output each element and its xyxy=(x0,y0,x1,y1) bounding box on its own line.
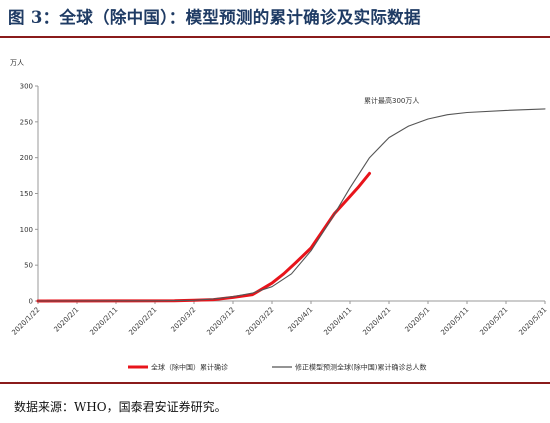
x-tick-label: 2020/3/22 xyxy=(244,306,275,337)
y-tick-label: 150 xyxy=(20,190,33,198)
x-tick-label: 2020/1/22 xyxy=(10,306,41,337)
x-tick-label: 2020/5/21 xyxy=(478,306,509,337)
legend-label: 全球（除中国）累计确诊 xyxy=(151,363,228,372)
y-tick-label: 0 xyxy=(29,298,33,306)
y-axis-unit: 万人 xyxy=(10,59,24,67)
source-note: 数据来源：WHO，国泰君安证券研究。 xyxy=(14,400,227,414)
figure-title: 图 3：全球（除中国）：模型预测的累计确诊及实际数据 xyxy=(8,8,421,27)
x-tick-label: 2020/5/1 xyxy=(404,306,432,334)
x-tick-label: 2020/2/1 xyxy=(53,306,81,334)
peak-annotation: 累计最高300万人 xyxy=(364,96,419,105)
legend-label: 修正模型预测全球(除中国)累计确诊总人数 xyxy=(295,363,426,372)
legend: 全球（除中国）累计确诊 修正模型预测全球(除中国)累计确诊总人数 xyxy=(128,363,426,372)
y-tick-label: 200 xyxy=(20,154,33,162)
title-divider xyxy=(0,36,550,38)
source-divider xyxy=(0,382,550,384)
x-tick-label: 2020/4/11 xyxy=(322,306,353,337)
x-tick-label: 2020/2/21 xyxy=(127,306,158,337)
series-line xyxy=(37,108,546,302)
y-tick-label: 100 xyxy=(20,226,33,234)
series-layer xyxy=(36,108,546,303)
x-tick-label: 2020/5/11 xyxy=(439,306,470,337)
x-tick-label: 2020/3/12 xyxy=(205,306,236,337)
x-tick-label: 2020/3/2 xyxy=(170,306,198,334)
x-tick-label: 2020/2/11 xyxy=(88,306,119,337)
y-tick-label: 300 xyxy=(20,83,33,91)
y-tick-label: 250 xyxy=(20,118,33,126)
x-tick-label: 2020/4/1 xyxy=(287,306,315,334)
y-tick-label: 50 xyxy=(24,262,33,270)
x-tick-label: 2020/4/21 xyxy=(361,306,392,337)
x-tick-label: 2020/5/31 xyxy=(517,306,548,337)
